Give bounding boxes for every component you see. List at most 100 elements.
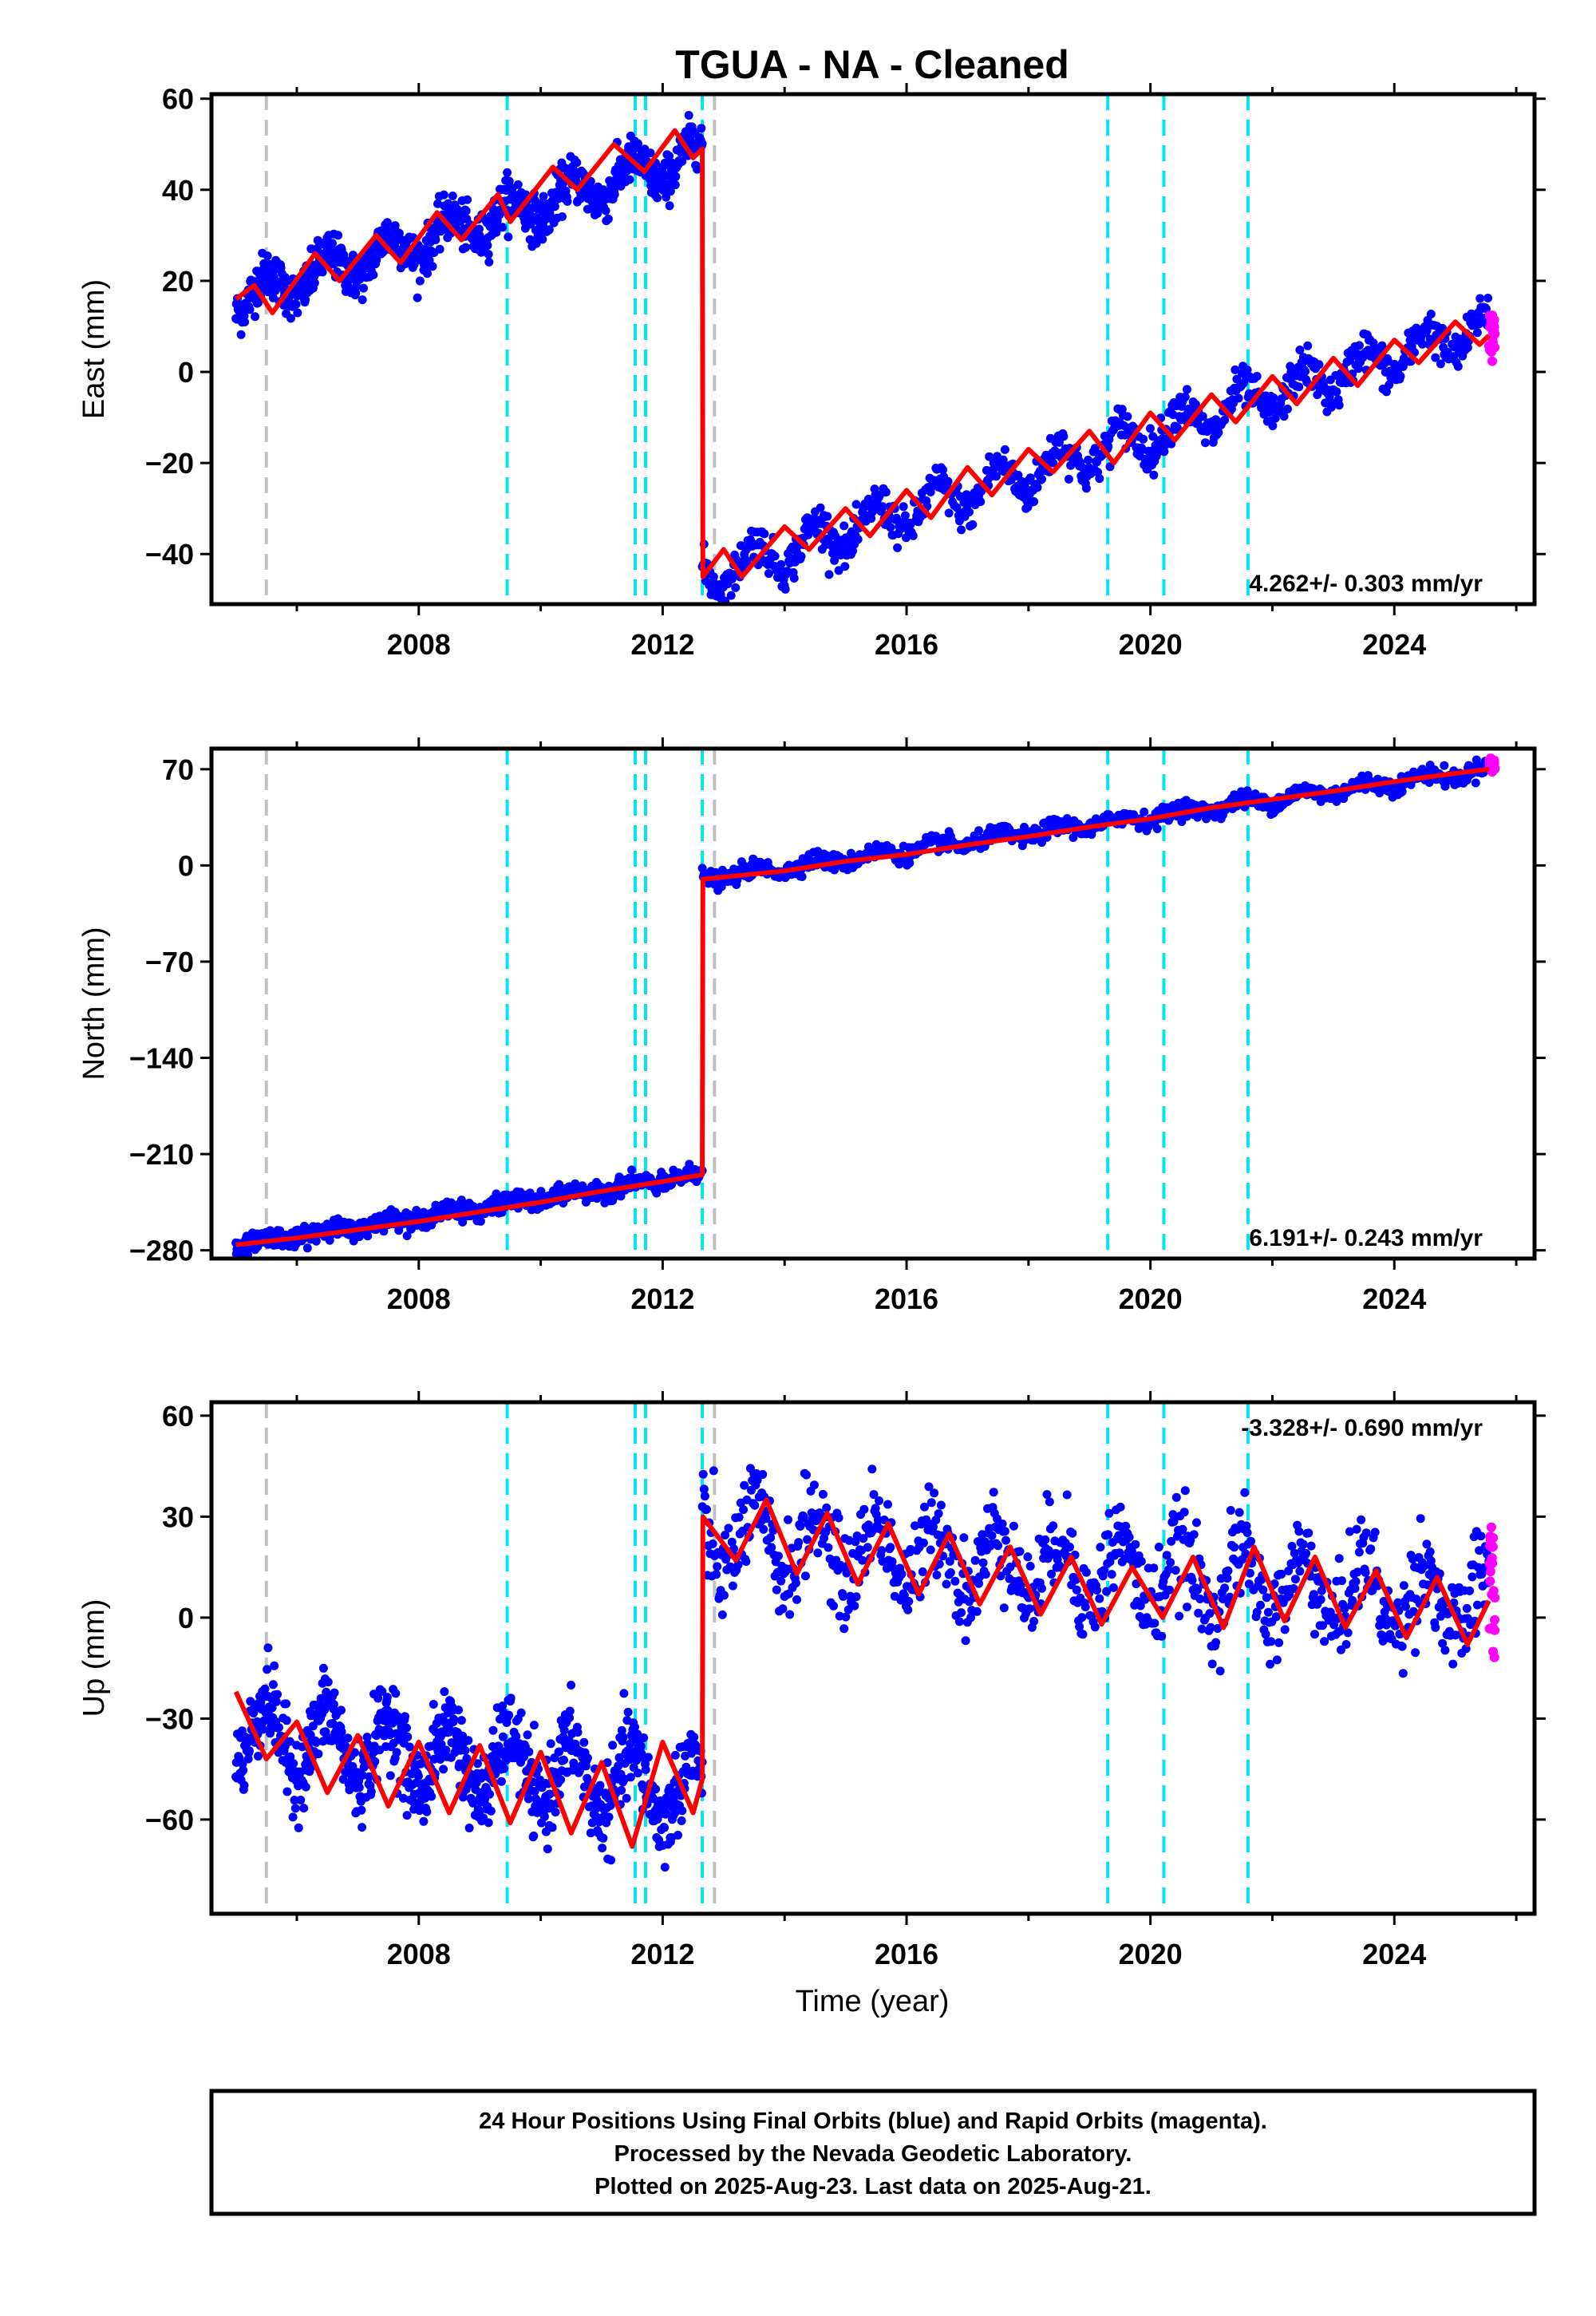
up-point-0-743 [617, 1785, 626, 1795]
up-point-0-827 [660, 1863, 670, 1872]
east-point-1-441 [1084, 455, 1093, 464]
east-point-1-419 [1064, 474, 1073, 484]
up-point-1-236 [904, 1597, 914, 1606]
north-rapid-point-22 [1485, 756, 1495, 766]
east-point-1-844 [1436, 359, 1445, 369]
east-point-0-629 [558, 212, 567, 221]
up-point-1-17 [713, 1562, 722, 1571]
up-point-0-99 [282, 1787, 292, 1796]
up-point-0-405 [441, 1745, 451, 1755]
up-point-0-671 [579, 1737, 589, 1747]
up-point-0-847 [670, 1750, 680, 1760]
east-point-0-116 [291, 299, 301, 309]
east-point-1-823 [1417, 339, 1427, 349]
east-point-1-554 [1183, 385, 1191, 394]
up-point-1-294 [954, 1617, 964, 1626]
east-point-1-90 [776, 559, 786, 569]
up-point-1-265 [930, 1488, 939, 1498]
up-point-0-809 [651, 1784, 660, 1794]
east-point-1-281 [943, 476, 953, 486]
north-y-tick-label-5: 70 [162, 753, 194, 786]
east-point-0-514 [498, 223, 508, 232]
up-point-0-826 [660, 1823, 670, 1832]
east-point-0-713 [601, 206, 610, 215]
east-point-1-176 [851, 500, 861, 509]
up-point-1-98 [784, 1515, 792, 1524]
east-point-1-590 [1214, 428, 1223, 437]
up-point-0-169 [318, 1663, 328, 1673]
east-point-1-13 [709, 572, 718, 582]
east-point-0-567 [525, 235, 535, 244]
east-point-1-712 [1321, 398, 1330, 408]
east-point-0-350 [413, 293, 422, 302]
east-point-1-172 [848, 546, 858, 555]
east-point-0-446 [463, 195, 472, 204]
east-point-0-389 [433, 199, 442, 208]
up-point-1-201 [873, 1516, 883, 1524]
up-point-0-74 [270, 1661, 279, 1670]
up-point-1-128 [809, 1480, 819, 1490]
east-point-1-439 [1081, 484, 1091, 493]
up-point-0-52 [258, 1725, 267, 1734]
up-point-0-748 [619, 1689, 629, 1698]
east-point-1-552 [1180, 392, 1190, 401]
up-point-1-299 [959, 1533, 969, 1543]
up-point-0-595 [539, 1812, 549, 1821]
up-point-0-761 [626, 1773, 635, 1782]
up-point-0-121 [294, 1823, 303, 1832]
up-point-0-131 [299, 1804, 309, 1813]
up-point-1-81 [768, 1526, 778, 1535]
up-point-0-261 [366, 1787, 376, 1796]
up-point-1-196 [869, 1490, 879, 1500]
up-point-0-268 [370, 1757, 380, 1766]
up-point-1-189 [863, 1543, 872, 1552]
up-point-0-377 [427, 1792, 437, 1801]
up-point-1-264 [929, 1522, 938, 1531]
up-point-1-228 [897, 1569, 907, 1579]
east-rapid-point-3 [1487, 356, 1497, 366]
up-point-1-107 [791, 1579, 800, 1588]
east-point-0-119 [293, 308, 302, 318]
north-point-1-114 [797, 872, 807, 881]
up-point-0-507 [494, 1742, 504, 1752]
east-point-1-241 [908, 531, 918, 540]
up-point-0-829 [662, 1808, 671, 1818]
up-point-0-723 [606, 1856, 616, 1865]
up-point-1-156 [834, 1513, 843, 1523]
up-point-0-125 [296, 1796, 306, 1804]
east-point-0-74 [270, 266, 279, 275]
up-point-0-457 [468, 1798, 478, 1808]
east-y-tick-label-4: 40 [162, 174, 194, 207]
east-point-0-899 [697, 139, 707, 148]
up-point-0-744 [617, 1725, 626, 1735]
east-point-0-889 [693, 164, 702, 174]
up-point-1-212 [883, 1500, 892, 1509]
up-point-1-165 [842, 1568, 851, 1578]
up-point-1-12 [708, 1539, 717, 1548]
up-point-1-60 [750, 1500, 760, 1510]
east-point-0-315 [394, 228, 404, 238]
east-point-1-76 [764, 569, 773, 579]
east-point-0-838 [666, 187, 675, 196]
east-point-0-355 [415, 276, 425, 286]
east-point-0-488 [484, 257, 494, 267]
east-point-1-486 [1123, 412, 1132, 421]
up-point-1-307 [966, 1613, 976, 1622]
north-point-1-151 [830, 865, 839, 875]
up-point-0-253 [362, 1733, 372, 1742]
east-point-1-383 [1033, 483, 1042, 492]
up-point-0-308 [391, 1689, 401, 1698]
east-point-1-512 [1145, 424, 1155, 433]
up-point-0-601 [543, 1844, 552, 1854]
up-point-0-189 [329, 1700, 338, 1709]
east-point-0-579 [531, 239, 541, 248]
east-point-1-162 [839, 521, 849, 531]
up-point-0-623 [555, 1747, 564, 1757]
up-point-0-243 [358, 1823, 367, 1832]
east-point-1-33 [726, 591, 736, 600]
east-x-tick-label-1: 2012 [630, 628, 694, 661]
up-point-1-132 [813, 1548, 823, 1558]
up-point-0-564 [523, 1794, 533, 1804]
up-point-0-515 [498, 1732, 508, 1741]
east-point-0-17 [240, 318, 250, 326]
